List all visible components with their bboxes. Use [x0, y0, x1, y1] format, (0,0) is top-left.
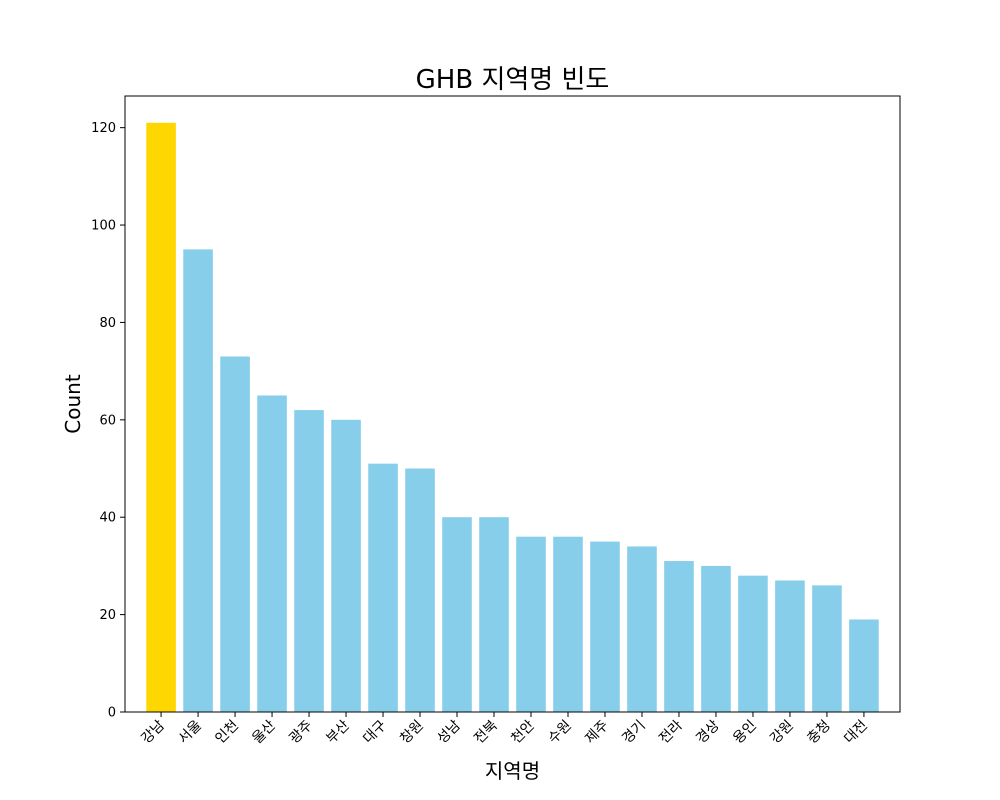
bar-제주	[590, 541, 620, 712]
x-tick-label: 광주	[286, 717, 316, 747]
bar-서울	[183, 249, 213, 713]
y-tick-label: 20	[99, 608, 116, 623]
x-tick-label: 부산	[323, 717, 353, 747]
bar-강원	[775, 580, 805, 712]
x-tick-label: 경기	[619, 718, 649, 748]
bar-대구	[368, 463, 398, 712]
bar-인천	[220, 356, 250, 712]
bar-충청	[812, 585, 842, 712]
chart-title: GHB 지역명 빈도	[416, 65, 610, 95]
bar-광주	[294, 410, 324, 712]
plot-area: 0 20 40 60 80 100 120 강남 서울 인천 울산 광주 부산 대구 창원 성남 전북 천안 수원 제…	[91, 95, 901, 748]
x-tick-label: 서울	[175, 717, 205, 747]
x-tick-label: 전북	[471, 717, 501, 747]
x-tick-label: 제주	[582, 717, 612, 747]
x-tick-label: 강원	[767, 718, 797, 748]
x-tick-label: 수원	[545, 718, 575, 748]
bar-대전	[849, 619, 879, 712]
bar-전북	[479, 517, 509, 712]
x-tick-label: 강남	[138, 717, 168, 747]
x-tick-label: 대구	[360, 717, 390, 747]
plot-frame	[124, 95, 901, 713]
bar-강남	[146, 122, 176, 713]
x-tick-label: 충청	[804, 718, 834, 748]
x-tick-label: 인천	[212, 718, 242, 748]
y-tick-label: 80	[99, 316, 116, 331]
bar-천안	[516, 536, 546, 712]
bar-창원	[405, 468, 435, 712]
x-axis-label: 지역명	[485, 759, 540, 783]
x-tick-label: 성남	[434, 717, 464, 747]
x-tick-label: 경상	[693, 717, 723, 747]
bar-성남	[442, 517, 472, 712]
x-tick-label: 천안	[508, 717, 538, 747]
y-axis-label: Count	[61, 374, 85, 434]
x-tick-label: 용인	[730, 718, 760, 748]
x-tick-label: 창원	[397, 718, 427, 748]
bar-수원	[553, 536, 583, 712]
y-tick-label: 0	[108, 706, 116, 721]
x-tick-label: 울산	[249, 717, 279, 747]
x-tick-label: 대전	[841, 718, 871, 748]
bar-용인	[738, 575, 768, 712]
bar-경상	[701, 565, 731, 712]
y-tick-label: 40	[99, 511, 116, 526]
y-tick-label: 120	[91, 121, 116, 136]
x-tick-label: 전라	[656, 717, 686, 747]
bar-울산	[257, 395, 287, 712]
bar-부산	[331, 419, 361, 712]
bar-전라	[664, 561, 694, 712]
y-tick-label: 60	[99, 413, 116, 428]
bar-경기	[627, 546, 657, 712]
y-tick-label: 100	[91, 219, 116, 234]
